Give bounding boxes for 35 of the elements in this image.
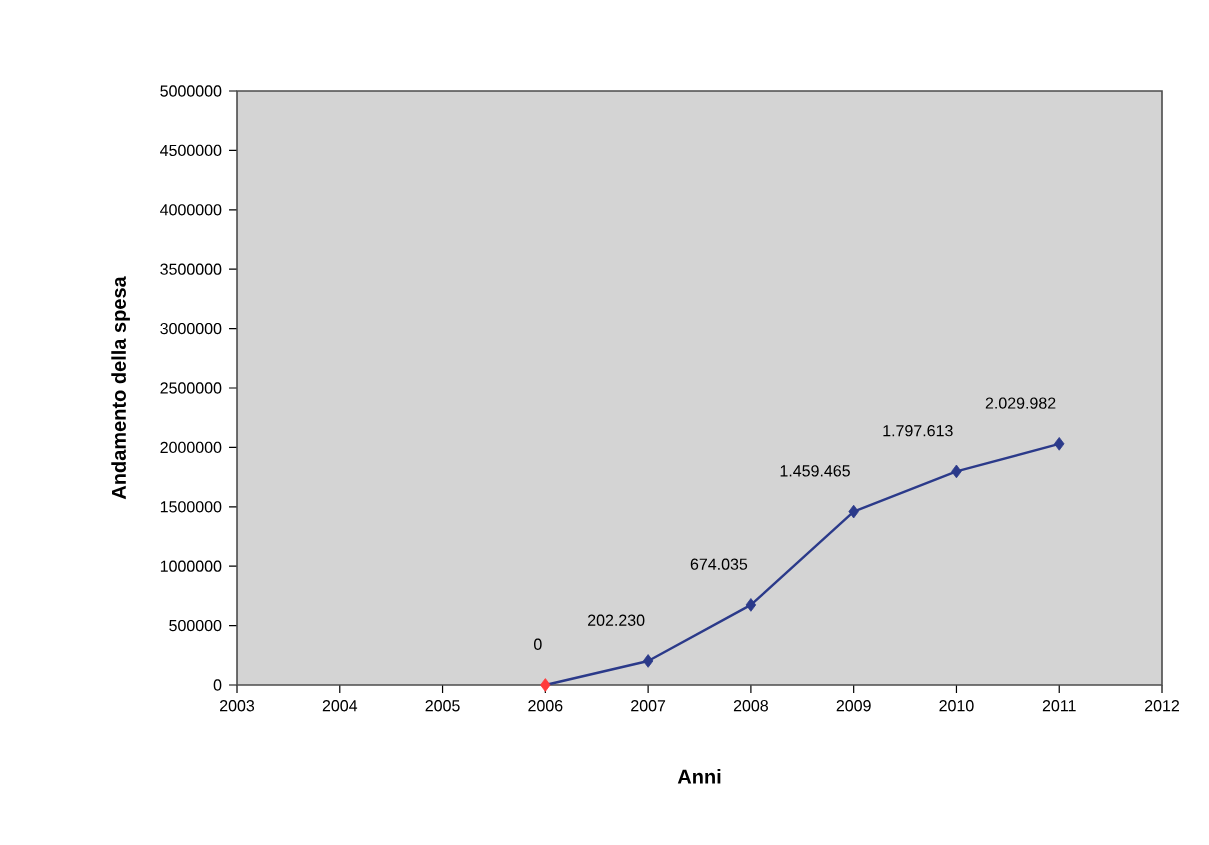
- x-tick-label: 2007: [631, 700, 666, 712]
- y-tick-label: 1000000: [160, 560, 222, 572]
- y-tick-label: 3000000: [160, 322, 222, 335]
- data-label: 1.797.613: [883, 425, 953, 437]
- x-tick-label: 2005: [425, 700, 460, 712]
- point: [540, 678, 551, 692]
- data-label: 202.230: [588, 614, 645, 626]
- data-label: 1.459.465: [780, 465, 850, 477]
- x-tick-label: 2009: [836, 700, 871, 712]
- point: [642, 654, 654, 668]
- x-axis-title: Anni: [677, 769, 721, 784]
- x-tick-label: 2008: [733, 700, 768, 712]
- y-tick-label: 4000000: [160, 204, 222, 216]
- data-label: 674.035: [690, 558, 748, 570]
- point: [848, 504, 859, 519]
- y-tick-label: 4500000: [160, 144, 222, 157]
- data-label: 0: [534, 638, 542, 650]
- x-tick-label: 2011: [1042, 700, 1076, 712]
- point: [1054, 437, 1065, 451]
- y-tick-label: 0: [213, 679, 222, 691]
- point: [745, 598, 757, 612]
- y-tick-label: 2500000: [160, 382, 222, 394]
- y-tick-label: 1500000: [160, 501, 222, 513]
- x-tick-label: 2006: [528, 700, 563, 712]
- y-axis-title: Andamento della spesa: [111, 276, 130, 500]
- data-label: 2.029.982: [985, 397, 1056, 409]
- y-tick-label: 500000: [169, 619, 222, 632]
- y-tick-label: 5000000: [160, 85, 222, 97]
- point: [951, 464, 962, 479]
- x-tick-label: 2003: [220, 700, 255, 712]
- y-tick-label: 3500000: [160, 263, 222, 275]
- y-tick-label: 2000000: [160, 441, 222, 454]
- x-tick-label: 2004: [322, 700, 358, 712]
- x-tick-label: 2012: [1145, 700, 1179, 712]
- x-tick-label: 2010: [939, 700, 974, 712]
